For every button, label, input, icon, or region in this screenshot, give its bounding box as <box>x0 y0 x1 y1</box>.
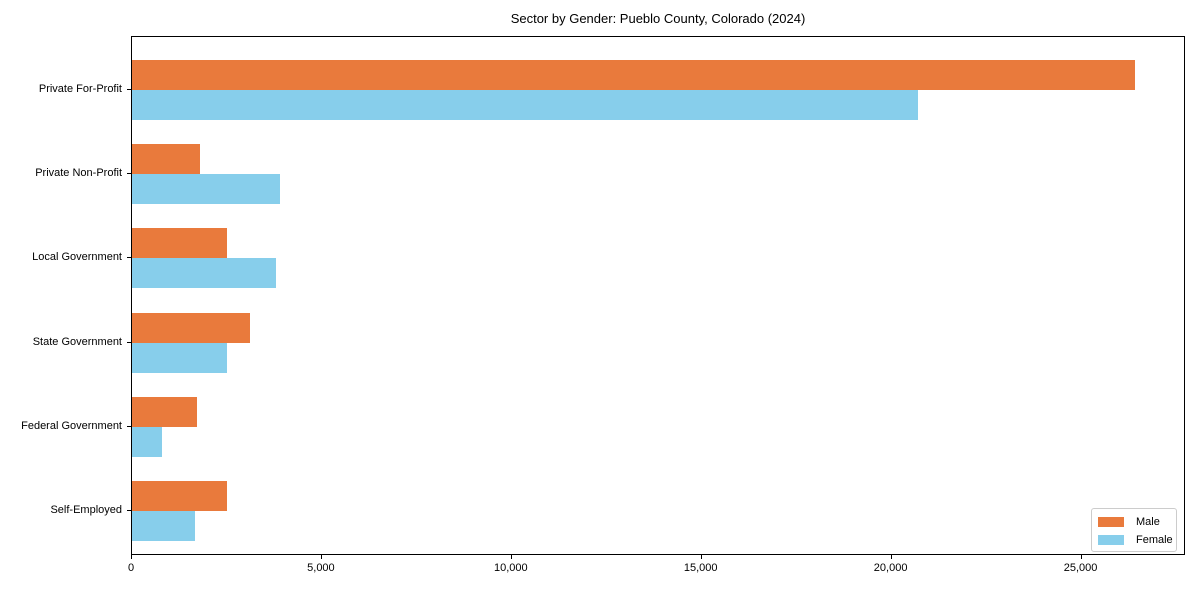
y-tick-mark <box>127 89 131 90</box>
x-tick-mark <box>320 555 322 559</box>
x-tick-mark <box>700 555 702 559</box>
x-tick-mark <box>510 555 512 559</box>
y-tick-mark <box>127 341 131 343</box>
x-axis-tick-label: 10,000 <box>493 562 528 574</box>
x-axis-tick-label: 20,000 <box>873 562 908 574</box>
bar-male-federal-government <box>132 396 197 427</box>
bar-male-private-non-profit <box>132 144 200 175</box>
bar-male-state-government <box>132 312 250 343</box>
y-tick-mark <box>127 510 131 511</box>
plot-area <box>131 36 1185 555</box>
x-axis-tick-label: 15,000 <box>683 562 718 574</box>
bar-female-federal-government <box>132 426 162 457</box>
x-axis-tick-label: 5,000 <box>307 562 335 574</box>
y-axis-label-federal-government: Federal Government <box>21 419 122 432</box>
y-tick-mark <box>127 257 131 259</box>
x-tick-mark <box>1080 555 1082 559</box>
y-tick-mark <box>127 425 131 427</box>
x-axis-tick-label: 0 <box>127 562 135 574</box>
legend-label-male: Male <box>1136 516 1160 528</box>
y-axis-label-local-government: Local Government <box>32 251 122 264</box>
y-tick-mark <box>127 173 131 175</box>
bar-male-local-government <box>132 228 227 259</box>
y-axis-label-self-employed: Self-Employed <box>50 504 122 516</box>
y-axis-label-state-government: State Government <box>32 335 122 348</box>
bar-female-private-for-profit <box>132 90 918 120</box>
chart-title: Sector by Gender: Pueblo County, Colorad… <box>510 11 806 26</box>
legend: Male Female <box>1091 508 1177 552</box>
legend-label-female: Female <box>1136 534 1173 546</box>
bar-female-private-non-profit <box>132 174 280 205</box>
x-tick-mark <box>131 555 132 559</box>
x-tick-mark <box>890 555 892 559</box>
legend-row-male: Male <box>1092 513 1176 531</box>
y-axis-label-private-for-profit: Private For-Profit <box>38 83 122 95</box>
legend-row-female: Female <box>1092 531 1176 549</box>
legend-swatch-male <box>1098 517 1124 527</box>
bar-female-state-government <box>132 342 227 373</box>
y-axis-label-private-non-profit: Private Non-Profit <box>35 167 122 180</box>
x-axis-tick-label: 25,000 <box>1063 562 1098 574</box>
legend-swatch-female <box>1098 535 1124 545</box>
bar-male-private-for-profit <box>132 60 1135 90</box>
bar-male-self-employed <box>132 481 227 511</box>
bar-female-local-government <box>132 258 276 289</box>
bar-female-self-employed <box>132 511 195 541</box>
